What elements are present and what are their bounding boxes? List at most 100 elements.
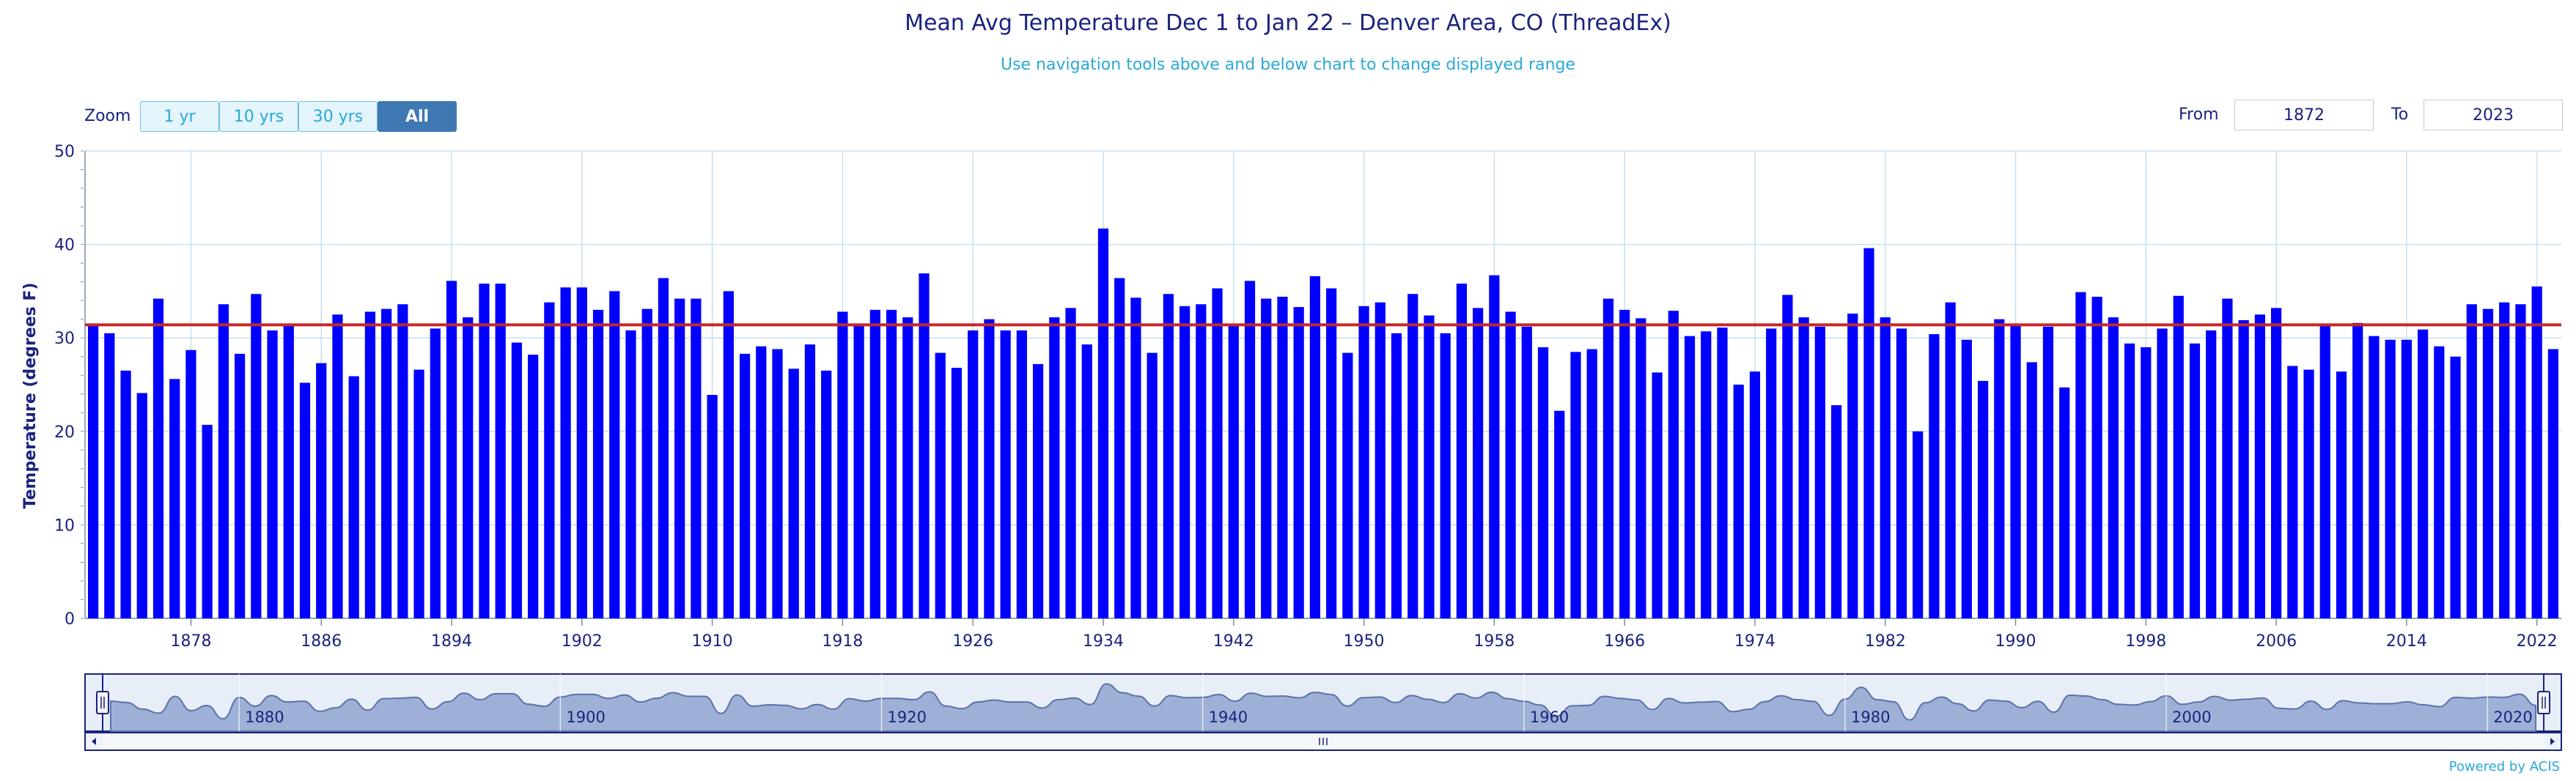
- bar[interactable]: [1570, 352, 1581, 618]
- bar[interactable]: [1847, 314, 1858, 618]
- bar[interactable]: [625, 330, 636, 618]
- bar[interactable]: [1016, 330, 1027, 618]
- bar[interactable]: [968, 330, 979, 618]
- bar[interactable]: [2075, 292, 2086, 618]
- bar[interactable]: [1293, 307, 1304, 618]
- bar[interactable]: [723, 291, 734, 618]
- bar[interactable]: [2010, 325, 2021, 618]
- bar[interactable]: [1261, 298, 1272, 618]
- bar[interactable]: [202, 424, 213, 618]
- bar[interactable]: [576, 287, 587, 618]
- bar[interactable]: [609, 291, 620, 618]
- bar[interactable]: [1228, 325, 1239, 618]
- bar[interactable]: [2287, 366, 2298, 618]
- bar[interactable]: [1994, 319, 2005, 618]
- bar[interactable]: [821, 370, 832, 618]
- bar[interactable]: [120, 370, 131, 618]
- bar[interactable]: [381, 308, 392, 618]
- bar[interactable]: [1196, 304, 1207, 618]
- bar[interactable]: [332, 314, 343, 618]
- bar[interactable]: [2091, 297, 2102, 618]
- bar[interactable]: [2369, 336, 2380, 618]
- bar[interactable]: [1652, 372, 1663, 618]
- bar[interactable]: [1179, 306, 1191, 618]
- bar[interactable]: [1521, 326, 1532, 618]
- bar[interactable]: [853, 325, 864, 618]
- bar[interactable]: [88, 325, 99, 618]
- bar[interactable]: [1163, 294, 1174, 618]
- bar[interactable]: [2141, 347, 2152, 618]
- zoom-all-button[interactable]: All: [378, 101, 457, 132]
- bar[interactable]: [1961, 339, 1972, 618]
- bar[interactable]: [2222, 298, 2233, 618]
- bar[interactable]: [2238, 319, 2249, 618]
- bar[interactable]: [511, 342, 523, 618]
- bar[interactable]: [1505, 311, 1516, 618]
- bar[interactable]: [2189, 343, 2201, 618]
- bar[interactable]: [1244, 281, 1256, 618]
- bar[interactable]: [430, 328, 441, 618]
- bar[interactable]: [1977, 380, 1989, 618]
- bar[interactable]: [984, 319, 995, 618]
- bar[interactable]: [136, 393, 147, 618]
- bar[interactable]: [2157, 328, 2168, 618]
- bar[interactable]: [1619, 309, 1630, 618]
- bar[interactable]: [1863, 248, 1874, 618]
- bar[interactable]: [1032, 363, 1044, 618]
- powered-by-link[interactable]: Powered by ACIS: [2448, 759, 2560, 774]
- bar[interactable]: [2531, 286, 2542, 618]
- zoom-10yrs-button[interactable]: 10 yrs: [219, 101, 298, 132]
- bar[interactable]: [2270, 308, 2282, 618]
- bar[interactable]: [364, 311, 376, 618]
- bar[interactable]: [1391, 333, 1402, 618]
- bar[interactable]: [1049, 317, 1060, 618]
- bar[interactable]: [560, 287, 571, 618]
- bar[interactable]: [1945, 302, 1956, 618]
- bar[interactable]: [1326, 288, 1337, 618]
- bar[interactable]: [235, 353, 246, 618]
- bar[interactable]: [756, 346, 767, 618]
- bar[interactable]: [1147, 352, 1158, 618]
- bar[interactable]: [772, 349, 783, 618]
- bar[interactable]: [837, 311, 848, 618]
- bar[interactable]: [528, 355, 539, 618]
- bar[interactable]: [1880, 317, 1891, 618]
- bar[interactable]: [2515, 304, 2526, 618]
- bar[interactable]: [1309, 275, 1320, 618]
- bar[interactable]: [1749, 371, 1761, 618]
- bar[interactable]: [1830, 405, 1842, 618]
- bar[interactable]: [935, 352, 946, 618]
- bar[interactable]: [1489, 275, 1500, 618]
- bar[interactable]: [1602, 298, 1614, 618]
- bar[interactable]: [1668, 311, 1679, 618]
- bar[interactable]: [2173, 295, 2184, 618]
- bar[interactable]: [2401, 339, 2412, 618]
- bar[interactable]: [2482, 308, 2494, 618]
- bar[interactable]: [1473, 308, 1484, 618]
- scroll-left-arrow-icon[interactable]: [92, 738, 96, 745]
- bar[interactable]: [707, 395, 718, 618]
- bar[interactable]: [1554, 410, 1565, 618]
- bar[interactable]: [1065, 308, 1076, 618]
- bar[interactable]: [1342, 352, 1353, 618]
- bar[interactable]: [886, 309, 897, 618]
- bar[interactable]: [413, 369, 424, 618]
- bar[interactable]: [1440, 333, 1451, 618]
- bar[interactable]: [251, 294, 262, 618]
- bar[interactable]: [788, 369, 799, 618]
- bar[interactable]: [1130, 297, 1141, 618]
- bar[interactable]: [1896, 328, 1907, 618]
- bar[interactable]: [1358, 306, 1369, 618]
- bar[interactable]: [2499, 302, 2510, 618]
- bar[interactable]: [658, 278, 669, 618]
- bar[interactable]: [1407, 294, 1418, 618]
- zoom-1yr-button[interactable]: 1 yr: [140, 101, 219, 132]
- bar[interactable]: [152, 298, 164, 618]
- bar[interactable]: [544, 302, 555, 618]
- bar[interactable]: [218, 304, 229, 618]
- bar[interactable]: [1097, 228, 1109, 619]
- bar[interactable]: [2108, 317, 2119, 618]
- bar[interactable]: [641, 308, 652, 618]
- bar[interactable]: [2026, 362, 2037, 618]
- bar[interactable]: [1733, 385, 1744, 618]
